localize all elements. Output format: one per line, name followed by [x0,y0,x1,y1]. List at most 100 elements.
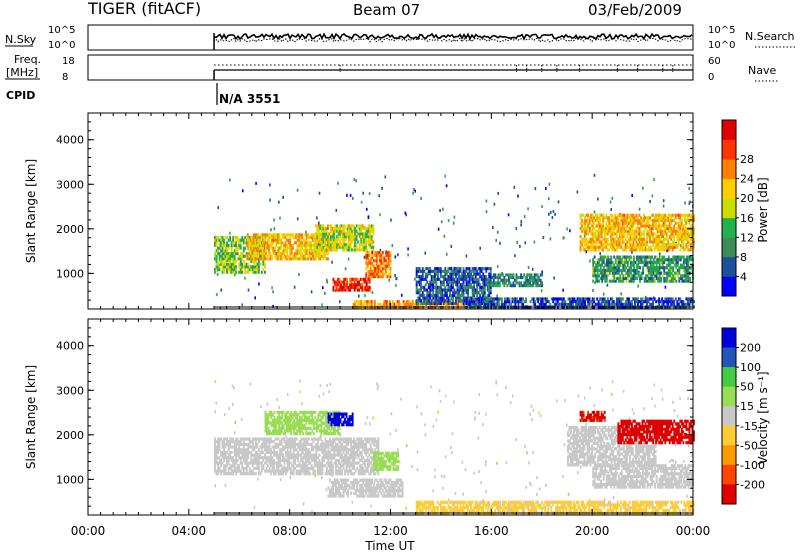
data-cell [235,265,238,269]
data-cell [487,297,490,301]
data-cell [693,245,695,249]
data-cell [649,271,652,275]
data-cell [483,285,486,289]
data-cell [645,255,647,259]
data-cell [230,252,233,256]
data-cell [343,245,346,249]
data-cell [345,235,347,239]
data-cell [511,273,513,277]
data-cell [672,255,675,259]
data-cell [601,279,604,283]
data-cell [670,279,673,283]
data-cell [455,267,457,271]
data-cell [651,266,654,270]
data-cell [233,235,236,239]
data-cell [265,246,267,250]
data-cell [690,243,692,247]
data-cell [683,216,686,220]
data-cell [238,442,241,446]
data-cell [223,442,225,446]
data-cell [444,272,447,276]
data-cell [238,270,241,274]
data-cell [609,297,612,301]
data-cell [355,232,358,236]
data-cell [360,248,363,252]
data-cell [674,229,677,233]
data-cell [215,448,218,452]
data-cell [283,254,285,258]
data-cell [500,300,503,304]
data-cell [354,302,357,306]
noise-cell [442,207,444,211]
data-cell [218,469,221,473]
data-cell [330,240,332,244]
data-cell [214,445,216,449]
data-cell [672,266,675,270]
data-cell [334,237,337,241]
data-cell [239,257,242,261]
data-cell [615,224,618,228]
data-cell [314,235,317,239]
data-cell [603,216,606,220]
data-cell [668,245,671,249]
data-cell [508,297,511,301]
data-cell [314,254,317,258]
data-cell [655,235,658,239]
data-cell [325,244,328,248]
data-cell [658,216,661,220]
data-cell [644,216,647,220]
data-cell [433,272,436,276]
data-cell [265,233,267,237]
data-cell [470,272,473,276]
data-cell [238,445,241,449]
data-cell [504,281,507,285]
data-cell [452,301,454,305]
data-cell [366,248,369,252]
data-cell [606,216,609,220]
data-cell [261,241,264,245]
data-cell [637,274,640,278]
data-cell [261,233,264,237]
data-cell [333,245,335,249]
data-cell [424,288,427,292]
noise-cell [314,474,317,478]
data-cell [226,458,228,462]
data-cell [646,243,648,247]
data-cell [251,453,254,457]
data-cell [497,302,500,306]
data-cell [230,450,233,454]
data-cell [647,232,650,236]
data-cell [612,300,615,304]
data-cell [600,229,603,233]
noise-cell [278,200,280,204]
noise-cell [687,397,689,400]
noise-cell [631,408,634,412]
data-cell [676,260,679,264]
data-cell [684,268,687,272]
data-cell [254,442,257,446]
data-cell [380,259,383,263]
data-cell [488,302,491,306]
data-cell [538,302,541,306]
data-cell [633,276,635,280]
data-cell [620,268,623,272]
data-cell [674,245,677,249]
data-cell [436,275,439,279]
data-cell [247,270,250,274]
data-cell [634,271,637,275]
data-cell [627,268,629,272]
noise-cell [395,277,397,280]
data-cell [658,221,661,225]
data-cell [649,266,652,270]
data-cell [223,270,225,274]
noise-cell [352,196,354,200]
data-cell [378,267,381,271]
data-cell [426,291,429,295]
data-cell [572,297,574,301]
data-cell [256,442,259,446]
data-cell [646,260,649,264]
data-cell [346,277,348,281]
noise-cell [642,186,644,190]
data-cell [462,280,465,284]
data-cell [372,245,375,249]
